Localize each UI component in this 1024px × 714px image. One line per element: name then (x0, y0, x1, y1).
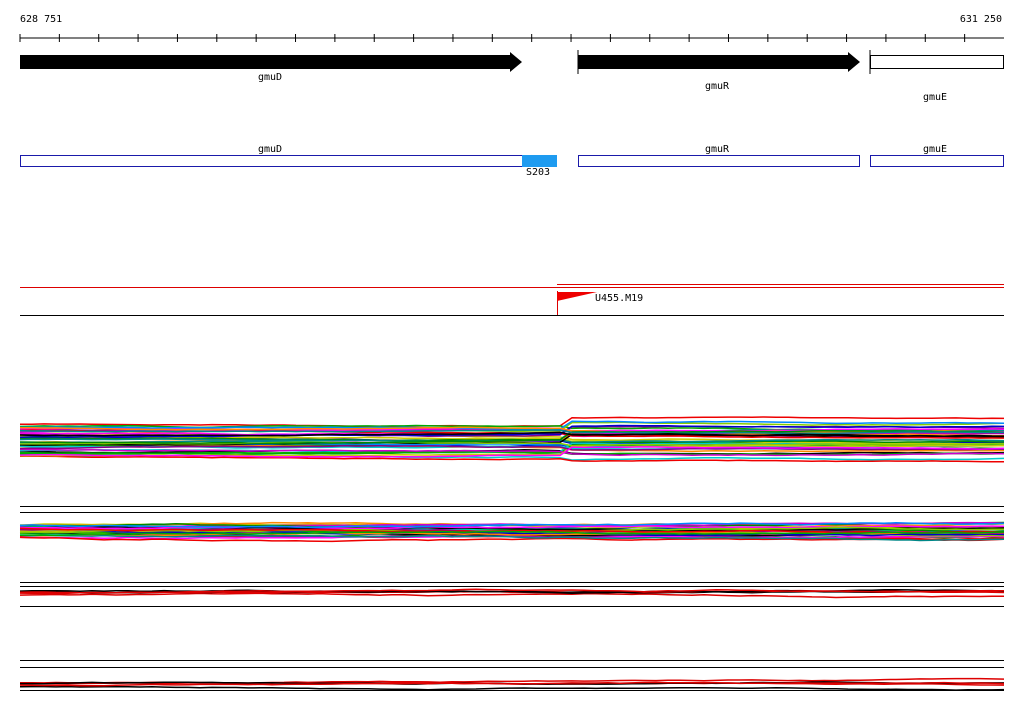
trace (19, 437, 1005, 444)
feature-label: gmuD (258, 144, 282, 155)
trace (19, 446, 1005, 458)
gene-label: gmuE (923, 92, 947, 103)
trace (19, 530, 1005, 537)
feature-box[interactable] (20, 155, 523, 167)
trace (19, 429, 1005, 435)
trace (19, 426, 1005, 434)
ruler-start: 628 751 (20, 14, 62, 25)
trace (19, 455, 1004, 463)
traces (19, 416, 1005, 691)
gene-arrow[interactable] (578, 52, 860, 72)
trace (19, 685, 1005, 691)
feature-box[interactable] (870, 155, 1004, 167)
trace (19, 431, 1005, 437)
trace (19, 444, 1005, 451)
marker-flag[interactable] (557, 292, 597, 301)
trace (19, 536, 1005, 543)
trace (19, 681, 1005, 687)
trace (19, 430, 1005, 445)
marker-label: U455.M19 (595, 293, 643, 304)
gene-label: gmuR (705, 81, 730, 92)
gene-box[interactable] (870, 55, 1004, 69)
trace (19, 534, 1005, 542)
feature-label: S203 (526, 167, 550, 178)
trace (19, 592, 1004, 599)
feature-box[interactable] (522, 155, 557, 167)
feature-label: gmuR (705, 144, 730, 155)
trace (19, 530, 1005, 537)
ruler-end: 631 250 (960, 14, 1002, 25)
feature-box[interactable] (578, 155, 860, 167)
trace (19, 424, 1005, 438)
gene-arrow[interactable] (20, 52, 522, 72)
trace (19, 522, 1005, 529)
gene-label: gmuD (258, 72, 282, 83)
trace (20, 441, 1005, 447)
trace (19, 588, 1004, 594)
ruler-ticks (19, 34, 966, 42)
trace (19, 448, 1005, 457)
feature-label: gmuE (923, 144, 947, 155)
trace (19, 449, 1005, 455)
